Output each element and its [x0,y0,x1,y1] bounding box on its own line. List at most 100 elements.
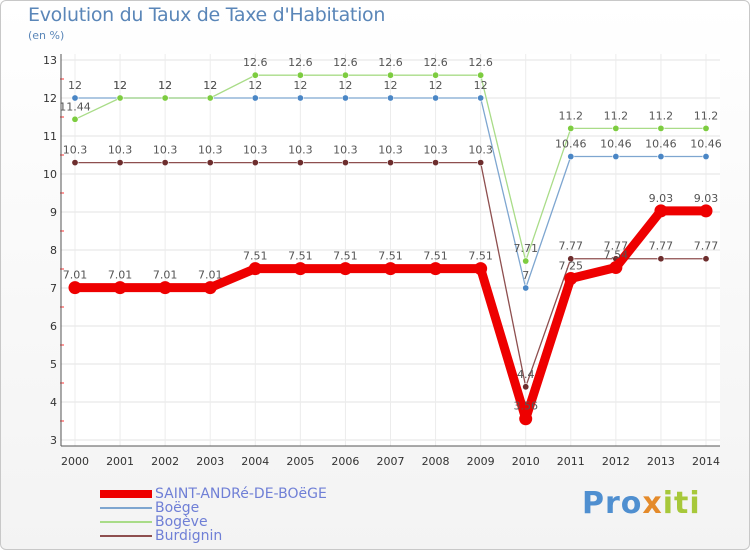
data-point [296,71,304,79]
data-point [386,71,394,79]
data-label: 7.51 [423,250,448,263]
y-tick-label: 4 [50,396,57,409]
data-point [341,94,349,102]
data-point [432,94,440,102]
data-label: 4.4 [517,368,535,381]
x-tick-label: 2006 [331,455,359,468]
legend-label-bogeve: Bogève [155,514,208,530]
data-label: 12.6 [333,56,358,69]
data-label: 11.2 [649,109,674,122]
data-label: 7.77 [694,240,719,253]
data-label: 12 [429,79,443,92]
data-label: 7.25 [559,260,584,273]
data-label: 10.3 [468,144,493,157]
data-point [206,94,214,102]
data-label: 10.3 [243,144,268,157]
data-point [567,255,575,263]
y-tick-label: 8 [50,244,57,257]
x-tick-label: 2002 [151,455,179,468]
data-label: 9.03 [649,192,674,205]
data-label: 10.46 [645,138,677,151]
grid-layer [61,54,720,446]
data-label: 9.03 [694,192,719,205]
data-label: 11.2 [694,109,719,122]
data-point [432,159,440,167]
y-tick-label: 9 [50,206,57,219]
data-label: 11.44 [59,100,91,113]
data-label: 12 [474,79,488,92]
data-point [654,204,668,218]
x-tick-label: 2010 [512,455,540,468]
data-point [71,159,79,167]
legend-item-burdignin: Burdignin [100,528,222,544]
data-point [612,153,620,161]
data-label: 7.51 [378,250,403,263]
data-point [384,262,397,276]
data-label: 12 [384,79,398,92]
data-label: 10.46 [555,138,587,151]
data-label: 10.3 [198,144,223,157]
data-label: 7.51 [468,250,493,263]
x-tick-label: 2005 [286,455,314,468]
proxiti-logo: Proxiti [582,486,701,521]
data-label: 12 [203,79,217,92]
data-point [564,272,578,285]
data-label: 7.71 [513,242,538,255]
data-point [522,257,530,265]
x-tick-label: 2009 [467,455,495,468]
legend-item-bogeve: Bogève [100,514,208,530]
legend-item-saint-andre: SAINT-ANDRé-DE-BOëGE [100,486,327,502]
legend-swatch-saint-andre [100,490,152,498]
y-tick-label: 5 [50,358,57,371]
data-point [296,94,304,102]
y-tick-label: 7 [50,282,57,295]
x-tick-label: 2014 [692,455,720,468]
data-point [206,159,214,167]
data-label: 7.77 [559,240,584,253]
data-point [248,262,262,276]
data-label: 12.6 [378,56,403,69]
data-point [71,94,79,102]
data-label: 7.51 [333,250,358,263]
data-label: 12.6 [288,56,313,69]
data-label: 10.3 [108,144,133,157]
data-point [161,94,169,102]
data-point [338,262,352,276]
y-tick-label: 10 [43,168,57,181]
legend-swatch-burdignin [100,535,152,537]
data-label: 12.6 [243,56,268,69]
data-point [116,159,124,167]
data-point [567,124,575,132]
data-point [699,204,713,218]
x-tick-label: 2000 [61,455,89,468]
data-label: 10.3 [423,144,448,157]
data-point [386,94,394,102]
data-point [251,159,259,167]
data-point [341,159,349,167]
data-point [474,262,488,276]
data-label: 12.6 [468,56,493,69]
data-point [612,124,620,132]
data-label: 10.46 [690,138,722,151]
x-tick-label: 2007 [377,455,405,468]
series-layer [68,71,713,426]
data-label: 12 [68,79,82,92]
data-point [341,71,349,79]
data-point [429,262,443,276]
data-point [158,281,172,295]
data-label: 11.2 [604,109,629,122]
data-label: 11.2 [559,109,584,122]
chart-unit-label: (en %) [28,29,65,42]
data-point [477,159,485,167]
data-point [702,255,710,263]
legend-item-boege: Boëge [100,500,199,516]
data-label: 7.51 [243,250,268,263]
data-point [477,71,485,79]
data-label: 7.54 [604,248,629,261]
data-label: 12 [203,79,217,92]
data-label: 7.01 [63,269,88,282]
x-tick-label: 2008 [422,455,450,468]
data-point [519,412,533,426]
data-point [657,124,665,132]
